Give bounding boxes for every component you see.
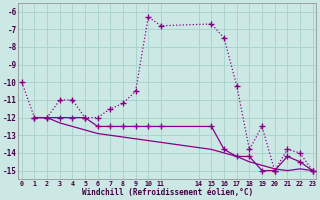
X-axis label: Windchill (Refroidissement éolien,°C): Windchill (Refroidissement éolien,°C) [82,188,253,197]
